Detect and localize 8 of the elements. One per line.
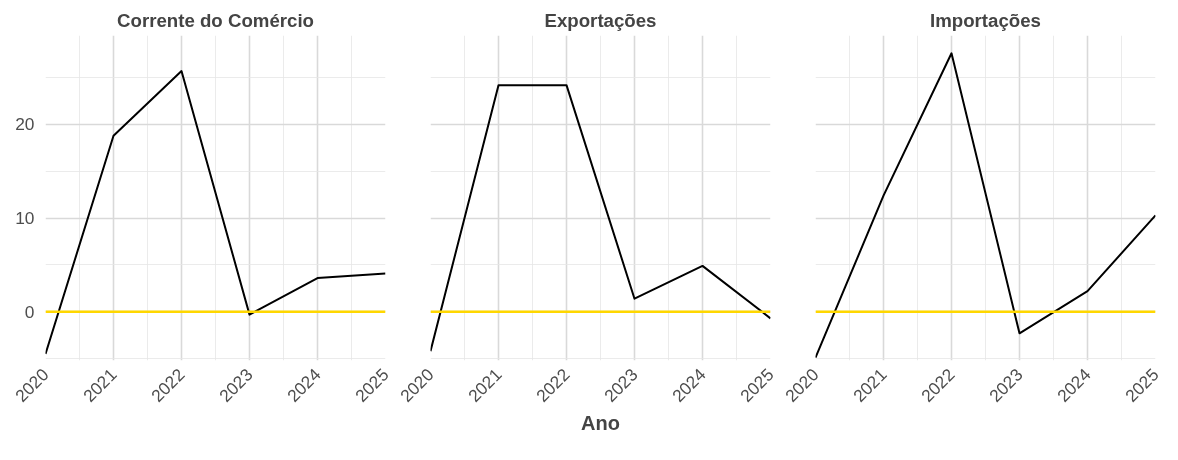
chart-title: Corrente do Comércio <box>117 9 314 31</box>
y-tick-label: 20 <box>15 114 35 135</box>
chart-title: Importações <box>930 9 1041 31</box>
x-axis-title: Ano <box>581 412 620 435</box>
y-tick-label: 10 <box>15 208 35 229</box>
y-tick-label: 0 <box>24 301 35 322</box>
chart-title: Exportações <box>544 9 657 31</box>
line-series <box>45 70 386 355</box>
